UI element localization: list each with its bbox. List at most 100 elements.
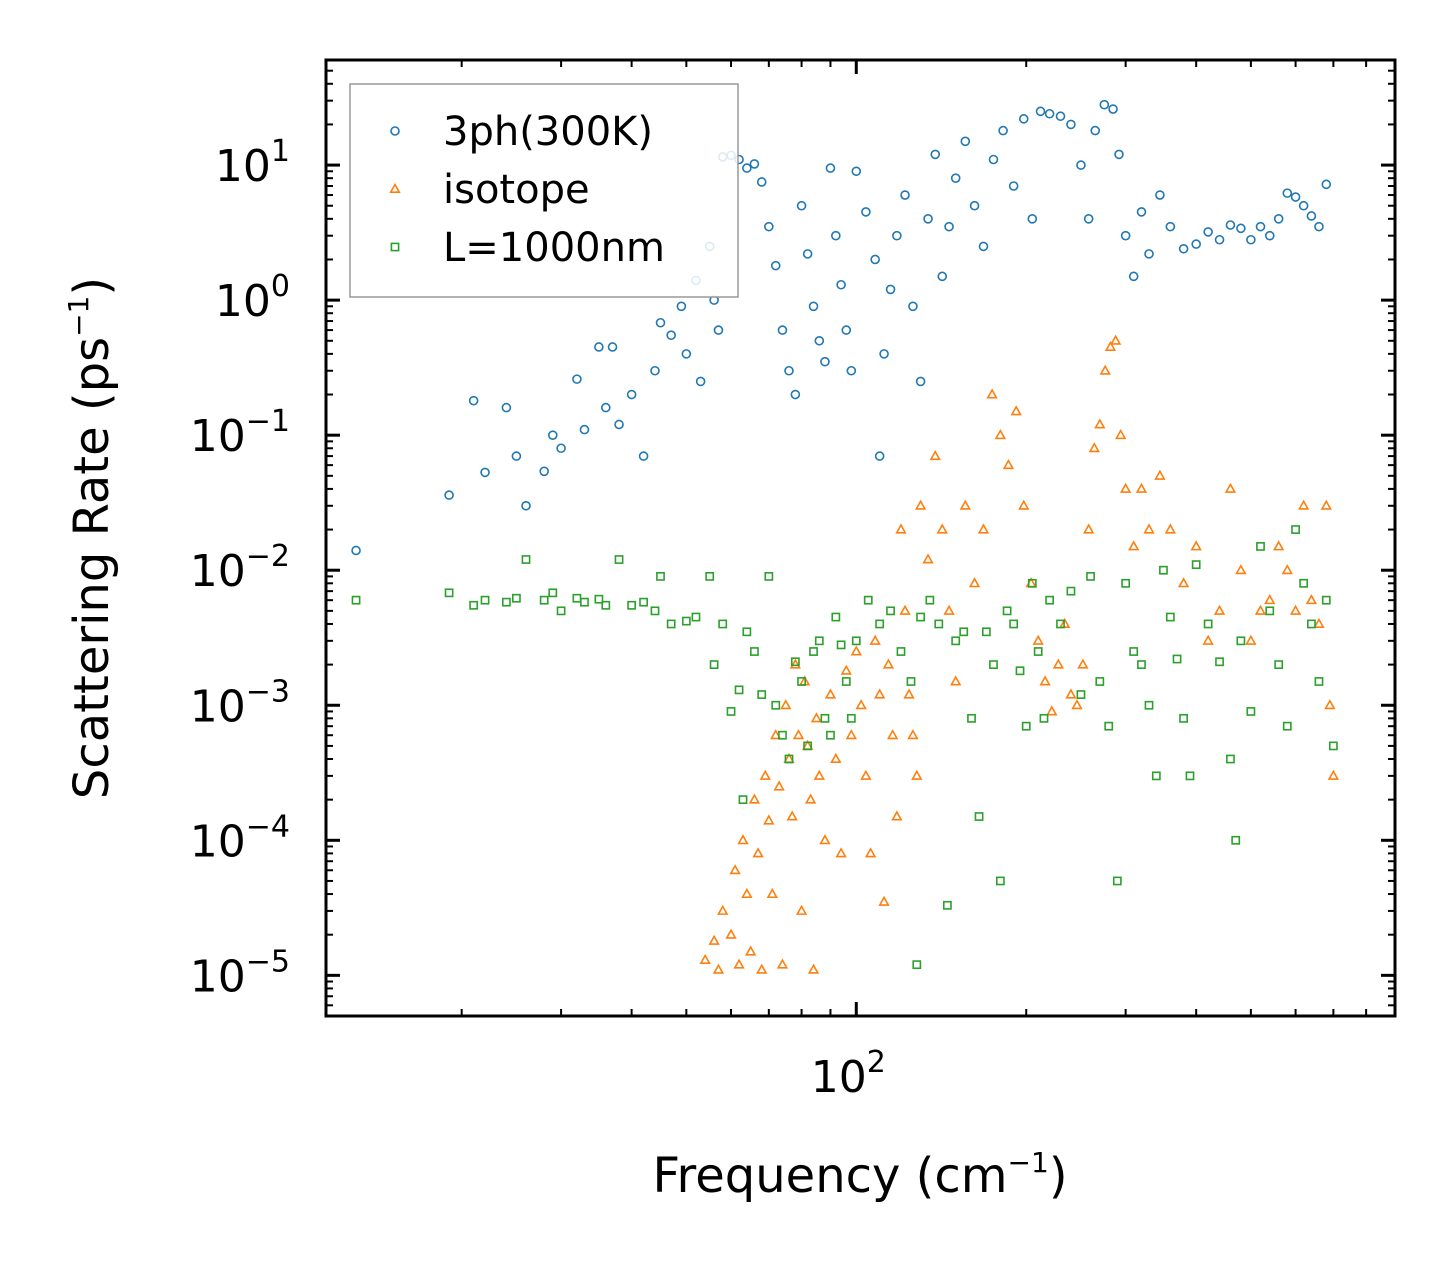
data-point (944, 221, 954, 232)
data-point (770, 260, 781, 271)
data-point (874, 451, 885, 461)
series-1 (699, 334, 1340, 974)
data-point (351, 545, 361, 556)
data-point (1203, 227, 1213, 237)
data-point (977, 523, 990, 534)
data-point (1076, 160, 1086, 170)
data-point (969, 200, 980, 211)
data-point (1155, 190, 1165, 200)
data-point (444, 490, 454, 500)
data-point (1299, 578, 1309, 588)
data-point (802, 249, 813, 259)
data-point (1046, 705, 1058, 716)
data-point (896, 647, 906, 656)
data-point (923, 214, 933, 224)
data-point (915, 376, 926, 387)
data-point (943, 604, 955, 615)
data-point (726, 707, 736, 716)
data-point (885, 284, 896, 295)
data-point (959, 499, 971, 510)
data-point (1088, 442, 1100, 453)
data-point (351, 595, 361, 605)
data-point (1002, 458, 1015, 470)
data-point (887, 729, 899, 740)
data-point (1109, 334, 1122, 345)
data-point (600, 402, 611, 413)
data-point (742, 627, 752, 637)
data-point (882, 658, 895, 669)
data-point (826, 730, 835, 740)
data-point (929, 449, 941, 461)
data-point (1282, 188, 1293, 198)
data-point (900, 190, 910, 200)
data-point (1035, 106, 1046, 117)
data-point (1324, 699, 1336, 710)
data-point (1179, 713, 1188, 723)
data-point (1044, 108, 1055, 119)
y-tick-label: 10−2 (190, 539, 290, 597)
y-axis-label: Scattering Rate (ps−1) (62, 277, 120, 799)
data-point (556, 606, 566, 616)
data-point (501, 402, 512, 413)
data-point (601, 600, 611, 610)
data-point (766, 887, 778, 899)
data-point (556, 443, 566, 454)
x-tick-label: 102 (811, 1045, 886, 1103)
data-point (925, 595, 935, 605)
data-point (1015, 666, 1025, 676)
data-point (705, 571, 715, 581)
data-point (771, 700, 781, 710)
data-point (861, 207, 871, 217)
data-point (1151, 771, 1161, 781)
data-point (1090, 125, 1101, 136)
data-point (846, 365, 857, 376)
data-point (1273, 214, 1284, 224)
data-point (1306, 211, 1317, 221)
data-point (870, 254, 880, 265)
data-point (1144, 700, 1154, 710)
data-point (950, 173, 961, 183)
data-point (480, 467, 490, 478)
data-point (807, 963, 820, 974)
data-point (764, 221, 774, 232)
data-point (511, 451, 522, 461)
data-point (1226, 754, 1235, 764)
data-point (699, 953, 711, 964)
data-point (950, 675, 962, 686)
data-point (480, 595, 490, 605)
data-point (639, 597, 648, 607)
data-point (1215, 657, 1224, 667)
data-point (594, 342, 604, 352)
data-point (1224, 482, 1237, 493)
data-point (1144, 249, 1154, 259)
data-point (1165, 612, 1175, 622)
data-point (547, 430, 558, 440)
data-point (1177, 577, 1190, 588)
y-tick-label: 101 (215, 134, 290, 192)
data-point (951, 636, 961, 646)
legend-marker-square (390, 242, 400, 252)
data-point (967, 713, 976, 723)
data-point (708, 934, 720, 945)
data-point (676, 301, 687, 312)
data-point (1077, 658, 1089, 669)
data-point (784, 754, 794, 764)
data-point (968, 577, 981, 588)
data-point (666, 330, 676, 340)
data-point (1039, 675, 1051, 686)
data-point (579, 424, 590, 435)
data-point (1154, 469, 1166, 480)
data-point (1099, 364, 1111, 375)
data-point (752, 847, 764, 858)
data-point (981, 627, 991, 637)
data-point (1328, 741, 1338, 751)
data-point (1264, 230, 1275, 241)
data-point (810, 712, 823, 723)
data-point (725, 928, 737, 939)
data-point (959, 627, 969, 637)
data-point (1121, 578, 1131, 588)
y-tick-label: 10−1 (190, 404, 290, 462)
data-point (922, 553, 934, 564)
data-point (539, 466, 549, 477)
data-point (851, 166, 862, 177)
